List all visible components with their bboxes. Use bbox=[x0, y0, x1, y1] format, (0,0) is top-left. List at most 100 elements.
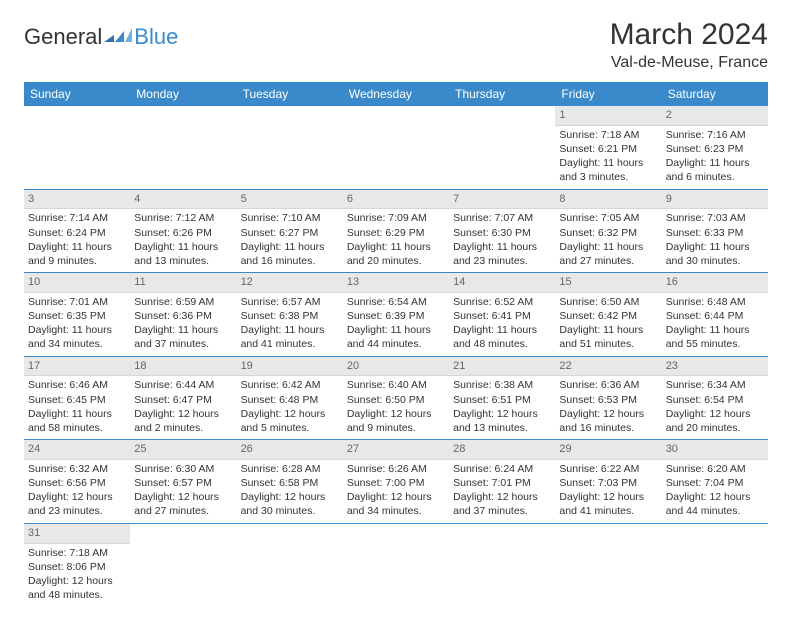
weekday-header: Sunday bbox=[24, 82, 130, 106]
calendar-empty-cell bbox=[662, 523, 768, 606]
sunset-text: Sunset: 6:29 PM bbox=[347, 226, 445, 240]
sunset-text: Sunset: 6:47 PM bbox=[134, 393, 232, 407]
daylight-text: Daylight: 12 hours and 2 minutes. bbox=[134, 407, 232, 435]
day-details: Sunrise: 7:07 AMSunset: 6:30 PMDaylight:… bbox=[449, 209, 555, 272]
daylight-text: Daylight: 11 hours and 23 minutes. bbox=[453, 240, 551, 268]
sunset-text: Sunset: 6:21 PM bbox=[559, 142, 657, 156]
sunrise-text: Sunrise: 7:18 AM bbox=[559, 128, 657, 142]
day-details: Sunrise: 7:10 AMSunset: 6:27 PMDaylight:… bbox=[237, 209, 343, 272]
calendar-table: SundayMondayTuesdayWednesdayThursdayFrid… bbox=[24, 82, 768, 606]
calendar-day-cell: 20Sunrise: 6:40 AMSunset: 6:50 PMDayligh… bbox=[343, 356, 449, 440]
day-details: Sunrise: 6:38 AMSunset: 6:51 PMDaylight:… bbox=[449, 376, 555, 439]
day-number: 30 bbox=[662, 440, 768, 460]
daylight-text: Daylight: 11 hours and 27 minutes. bbox=[559, 240, 657, 268]
daylight-text: Daylight: 12 hours and 5 minutes. bbox=[241, 407, 339, 435]
day-details: Sunrise: 6:26 AMSunset: 7:00 PMDaylight:… bbox=[343, 460, 449, 523]
weekday-header: Friday bbox=[555, 82, 661, 106]
calendar-day-cell: 7Sunrise: 7:07 AMSunset: 6:30 PMDaylight… bbox=[449, 189, 555, 273]
daylight-text: Daylight: 11 hours and 44 minutes. bbox=[347, 323, 445, 351]
calendar-day-cell: 5Sunrise: 7:10 AMSunset: 6:27 PMDaylight… bbox=[237, 189, 343, 273]
sunset-text: Sunset: 6:36 PM bbox=[134, 309, 232, 323]
daylight-text: Daylight: 12 hours and 37 minutes. bbox=[453, 490, 551, 518]
sunset-text: Sunset: 6:26 PM bbox=[134, 226, 232, 240]
daylight-text: Daylight: 12 hours and 41 minutes. bbox=[559, 490, 657, 518]
calendar-day-cell: 29Sunrise: 6:22 AMSunset: 7:03 PMDayligh… bbox=[555, 440, 661, 524]
sunset-text: Sunset: 6:48 PM bbox=[241, 393, 339, 407]
sunset-text: Sunset: 6:42 PM bbox=[559, 309, 657, 323]
calendar-empty-cell bbox=[449, 106, 555, 189]
day-details: Sunrise: 7:12 AMSunset: 6:26 PMDaylight:… bbox=[130, 209, 236, 272]
day-details: Sunrise: 6:44 AMSunset: 6:47 PMDaylight:… bbox=[130, 376, 236, 439]
sunrise-text: Sunrise: 7:01 AM bbox=[28, 295, 126, 309]
calendar-day-cell: 22Sunrise: 6:36 AMSunset: 6:53 PMDayligh… bbox=[555, 356, 661, 440]
daylight-text: Daylight: 12 hours and 44 minutes. bbox=[666, 490, 764, 518]
calendar-empty-cell bbox=[24, 106, 130, 189]
sunrise-text: Sunrise: 6:24 AM bbox=[453, 462, 551, 476]
calendar-day-cell: 2Sunrise: 7:16 AMSunset: 6:23 PMDaylight… bbox=[662, 106, 768, 189]
calendar-empty-cell bbox=[343, 523, 449, 606]
calendar-day-cell: 30Sunrise: 6:20 AMSunset: 7:04 PMDayligh… bbox=[662, 440, 768, 524]
sunrise-text: Sunrise: 6:42 AM bbox=[241, 378, 339, 392]
sunrise-text: Sunrise: 7:09 AM bbox=[347, 211, 445, 225]
calendar-week-row: 1Sunrise: 7:18 AMSunset: 6:21 PMDaylight… bbox=[24, 106, 768, 189]
daylight-text: Daylight: 11 hours and 34 minutes. bbox=[28, 323, 126, 351]
sunset-text: Sunset: 6:39 PM bbox=[347, 309, 445, 323]
day-details: Sunrise: 6:32 AMSunset: 6:56 PMDaylight:… bbox=[24, 460, 130, 523]
daylight-text: Daylight: 11 hours and 48 minutes. bbox=[453, 323, 551, 351]
day-details: Sunrise: 7:03 AMSunset: 6:33 PMDaylight:… bbox=[662, 209, 768, 272]
sunrise-text: Sunrise: 6:50 AM bbox=[559, 295, 657, 309]
day-number: 28 bbox=[449, 440, 555, 460]
sunset-text: Sunset: 7:04 PM bbox=[666, 476, 764, 490]
sunrise-text: Sunrise: 7:16 AM bbox=[666, 128, 764, 142]
calendar-day-cell: 3Sunrise: 7:14 AMSunset: 6:24 PMDaylight… bbox=[24, 189, 130, 273]
calendar-week-row: 17Sunrise: 6:46 AMSunset: 6:45 PMDayligh… bbox=[24, 356, 768, 440]
sunset-text: Sunset: 8:06 PM bbox=[28, 560, 126, 574]
day-number: 11 bbox=[130, 273, 236, 293]
day-number: 7 bbox=[449, 190, 555, 210]
sunset-text: Sunset: 6:56 PM bbox=[28, 476, 126, 490]
calendar-empty-cell bbox=[237, 523, 343, 606]
day-number: 4 bbox=[130, 190, 236, 210]
calendar-day-cell: 28Sunrise: 6:24 AMSunset: 7:01 PMDayligh… bbox=[449, 440, 555, 524]
sunset-text: Sunset: 6:51 PM bbox=[453, 393, 551, 407]
day-details: Sunrise: 6:28 AMSunset: 6:58 PMDaylight:… bbox=[237, 460, 343, 523]
sunset-text: Sunset: 6:58 PM bbox=[241, 476, 339, 490]
day-details: Sunrise: 6:59 AMSunset: 6:36 PMDaylight:… bbox=[130, 293, 236, 356]
calendar-day-cell: 26Sunrise: 6:28 AMSunset: 6:58 PMDayligh… bbox=[237, 440, 343, 524]
sunset-text: Sunset: 6:44 PM bbox=[666, 309, 764, 323]
sunrise-text: Sunrise: 6:44 AM bbox=[134, 378, 232, 392]
calendar-day-cell: 10 Sunrise: 7:01 AMSunset: 6:35 PMDayligh… bbox=[24, 273, 130, 357]
daylight-text: Daylight: 11 hours and 55 minutes. bbox=[666, 323, 764, 351]
sunrise-text: Sunrise: 6:28 AM bbox=[241, 462, 339, 476]
sunrise-text: Sunrise: 7:05 AM bbox=[559, 211, 657, 225]
calendar-empty-cell bbox=[130, 106, 236, 189]
sunset-text: Sunset: 6:30 PM bbox=[453, 226, 551, 240]
day-details: Sunrise: 6:54 AMSunset: 6:39 PMDaylight:… bbox=[343, 293, 449, 356]
day-number: 22 bbox=[555, 357, 661, 377]
title-block: March 2024 Val-de-Meuse, France bbox=[610, 18, 768, 72]
sunset-text: Sunset: 6:35 PM bbox=[28, 309, 126, 323]
calendar-week-row: 24Sunrise: 6:32 AMSunset: 6:56 PMDayligh… bbox=[24, 440, 768, 524]
calendar-day-cell: 17Sunrise: 6:46 AMSunset: 6:45 PMDayligh… bbox=[24, 356, 130, 440]
sunrise-text: Sunrise: 6:52 AM bbox=[453, 295, 551, 309]
day-number: 10 bbox=[24, 273, 130, 293]
daylight-text: Daylight: 11 hours and 3 minutes. bbox=[559, 156, 657, 184]
sunset-text: Sunset: 6:54 PM bbox=[666, 393, 764, 407]
sunset-text: Sunset: 6:38 PM bbox=[241, 309, 339, 323]
sunrise-text: Sunrise: 6:30 AM bbox=[134, 462, 232, 476]
calendar-day-cell: 18Sunrise: 6:44 AMSunset: 6:47 PMDayligh… bbox=[130, 356, 236, 440]
calendar-day-cell: 4Sunrise: 7:12 AMSunset: 6:26 PMDaylight… bbox=[130, 189, 236, 273]
sunrise-text: Sunrise: 6:59 AM bbox=[134, 295, 232, 309]
calendar-day-cell: 27Sunrise: 6:26 AMSunset: 7:00 PMDayligh… bbox=[343, 440, 449, 524]
sunrise-text: Sunrise: 6:22 AM bbox=[559, 462, 657, 476]
day-details: Sunrise: 6:24 AMSunset: 7:01 PMDaylight:… bbox=[449, 460, 555, 523]
daylight-text: Daylight: 11 hours and 58 minutes. bbox=[28, 407, 126, 435]
day-number: 27 bbox=[343, 440, 449, 460]
day-number: 1 bbox=[555, 106, 661, 126]
daylight-text: Daylight: 11 hours and 13 minutes. bbox=[134, 240, 232, 268]
daylight-text: Daylight: 11 hours and 6 minutes. bbox=[666, 156, 764, 184]
sunrise-text: Sunrise: 6:34 AM bbox=[666, 378, 764, 392]
calendar-day-cell: 16Sunrise: 6:48 AMSunset: 6:44 PMDayligh… bbox=[662, 273, 768, 357]
day-details: Sunrise: 6:34 AMSunset: 6:54 PMDaylight:… bbox=[662, 376, 768, 439]
daylight-text: Daylight: 11 hours and 37 minutes. bbox=[134, 323, 232, 351]
